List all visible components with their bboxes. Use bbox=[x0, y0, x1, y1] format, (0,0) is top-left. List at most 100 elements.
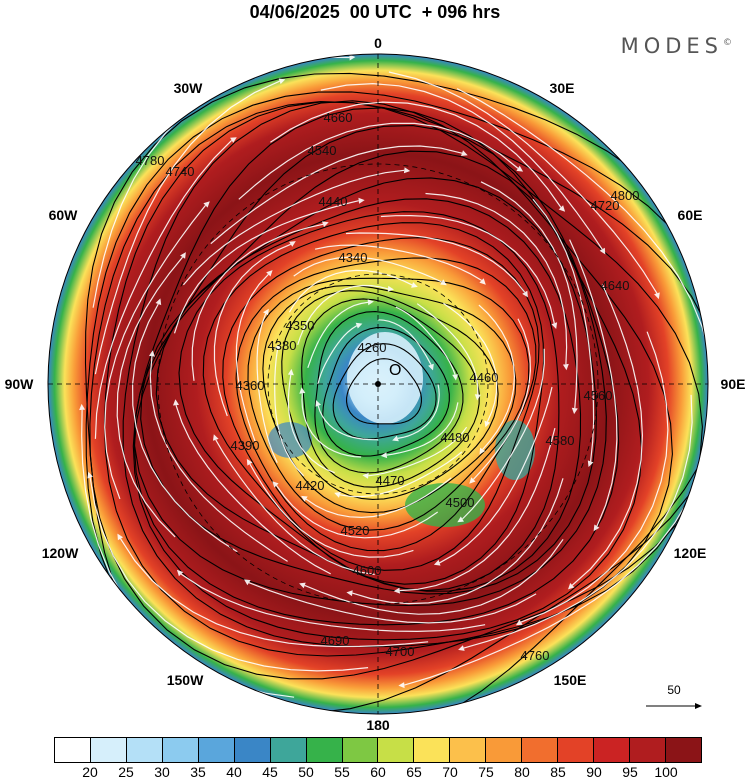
streamline bbox=[480, 181, 578, 409]
colorbar-tick-label: 80 bbox=[514, 764, 530, 780]
streamline bbox=[276, 485, 439, 539]
colorbar-cell bbox=[90, 738, 127, 762]
streamline bbox=[397, 383, 440, 439]
streamline bbox=[182, 169, 405, 286]
contour-label: 4660 bbox=[324, 110, 353, 125]
colorbar-tick-label: 85 bbox=[550, 764, 566, 780]
streamline bbox=[191, 223, 324, 381]
streamline bbox=[317, 325, 358, 385]
streamline-arrow bbox=[411, 282, 418, 288]
contour-label: 4700 bbox=[386, 644, 415, 659]
colorbar-cell bbox=[270, 738, 307, 762]
colorbar-cell bbox=[126, 738, 163, 762]
colorbar-tick-label: 75 bbox=[478, 764, 494, 780]
height-contour bbox=[85, 91, 708, 714]
contour-label: 4260 bbox=[358, 340, 387, 355]
streamline-arrow bbox=[587, 460, 594, 467]
streamline bbox=[532, 198, 595, 462]
streamline-arrow bbox=[398, 682, 405, 689]
streamline bbox=[116, 256, 184, 538]
streamline-arrow bbox=[474, 394, 481, 401]
streamline-arrow bbox=[452, 374, 459, 381]
colorbar-cell bbox=[522, 738, 559, 762]
streamline bbox=[395, 306, 456, 375]
streamline bbox=[274, 349, 305, 477]
lon-label-180: 180 bbox=[366, 717, 390, 733]
streamline-arrow bbox=[479, 447, 486, 455]
streamline-arrow bbox=[289, 241, 296, 247]
streamline bbox=[345, 232, 526, 293]
height-contour bbox=[322, 326, 450, 457]
colorbar-cell bbox=[558, 738, 595, 762]
height-contour bbox=[247, 277, 530, 531]
streamline bbox=[210, 145, 463, 245]
contour-label: 4500 bbox=[446, 495, 475, 510]
streamline bbox=[238, 122, 519, 200]
streamline bbox=[461, 348, 545, 520]
streamline-arrow bbox=[551, 322, 558, 329]
streamline bbox=[131, 303, 238, 553]
streamline-arrow bbox=[155, 298, 162, 306]
lon-label-0: 0 bbox=[374, 35, 382, 51]
streamline bbox=[180, 573, 486, 633]
colorbar-tick-label: 90 bbox=[586, 764, 602, 780]
colorbar-cell bbox=[486, 738, 523, 762]
streamline bbox=[314, 244, 482, 281]
colorbar-cell bbox=[378, 738, 415, 762]
streamline-arrow bbox=[355, 322, 363, 329]
streamline-arrow bbox=[571, 407, 578, 415]
lon-label-150e: 150E bbox=[553, 672, 587, 688]
contour-label: 4360 bbox=[236, 378, 265, 393]
height-contour bbox=[122, 100, 673, 648]
height-contour bbox=[103, 101, 703, 657]
height-contour bbox=[301, 298, 480, 488]
streamline bbox=[248, 582, 537, 624]
colorbar-cell bbox=[306, 738, 343, 762]
streamline-arrow bbox=[79, 403, 86, 411]
contour-label: 4760 bbox=[521, 648, 550, 663]
streamline-arrow bbox=[393, 587, 400, 594]
streamline bbox=[215, 439, 375, 576]
contour-label: 4580 bbox=[546, 433, 575, 448]
height-contour bbox=[133, 125, 620, 626]
colorbar-tick-label: 25 bbox=[118, 764, 134, 780]
streamline bbox=[301, 393, 362, 458]
height-contour bbox=[140, 177, 597, 595]
streamline bbox=[94, 80, 280, 375]
colorbar-cell bbox=[630, 738, 666, 762]
colorbar-cell bbox=[450, 738, 487, 762]
streamline-arrow bbox=[457, 516, 464, 523]
height-contour bbox=[332, 343, 437, 440]
colorbar-tick-label: 70 bbox=[442, 764, 458, 780]
streamline bbox=[287, 374, 335, 474]
contour-label: 4690 bbox=[321, 633, 350, 648]
streamline-arrow bbox=[246, 458, 253, 466]
colorbar-tick-label: 20 bbox=[82, 764, 98, 780]
streamline-arrow bbox=[173, 399, 179, 406]
contour-label: 4480 bbox=[441, 430, 470, 445]
lon-label-60e: 60E bbox=[677, 207, 703, 223]
colorbar-cell bbox=[55, 738, 91, 762]
streamline bbox=[119, 538, 429, 648]
contour-label: 4740 bbox=[166, 164, 195, 179]
colorbar-cell bbox=[594, 738, 630, 762]
low-center-label: O bbox=[389, 362, 401, 379]
streamline bbox=[569, 239, 618, 527]
streamline-arrow bbox=[301, 495, 308, 502]
contour-label: 4520 bbox=[341, 523, 370, 538]
streamline bbox=[249, 463, 414, 558]
streamline-arrow bbox=[213, 434, 219, 441]
lon-label-90w: 90W bbox=[4, 376, 34, 392]
streamline bbox=[175, 405, 331, 575]
streamline-arrow bbox=[203, 201, 210, 208]
streamline bbox=[380, 214, 555, 324]
vector-key-arrow-icon bbox=[646, 703, 702, 709]
streamline bbox=[520, 331, 669, 623]
streamline-arrow bbox=[358, 197, 365, 204]
streamline bbox=[439, 386, 553, 564]
streamline bbox=[288, 269, 413, 313]
streamline-arrow bbox=[387, 285, 394, 292]
height-contour bbox=[346, 358, 422, 425]
streamline-arrow bbox=[479, 278, 486, 285]
colorbar-tick-label: 40 bbox=[226, 764, 242, 780]
